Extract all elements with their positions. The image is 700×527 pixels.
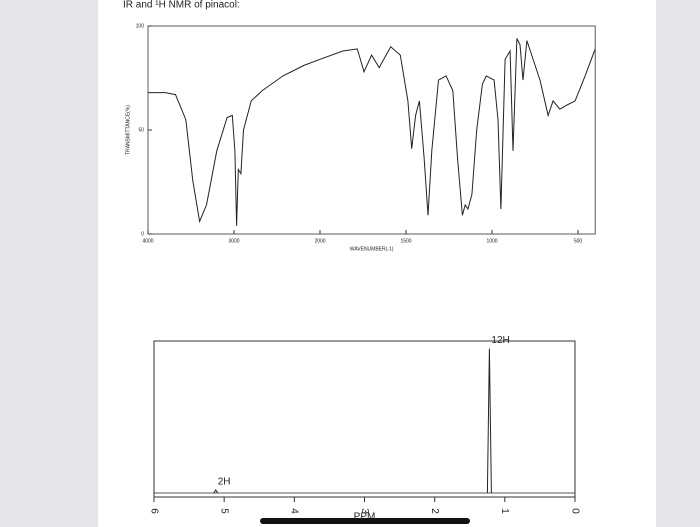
peak-label: 2H <box>218 477 231 488</box>
x-tick-label: 3000 <box>228 238 239 244</box>
scroll-indicator <box>260 518 470 524</box>
x-axis-label: WAVENUMBER(-1) <box>350 246 394 252</box>
x-tick-label: 6 <box>148 508 159 514</box>
x-tick-label: 500 <box>574 238 583 244</box>
page-title: IR and ¹H NMR of pinacol: <box>123 0 240 11</box>
x-tick-label: 1500 <box>400 238 411 244</box>
x-tick-label: 2000 <box>314 238 325 244</box>
y-axis-label: TRANSMITTANCE(%) <box>125 105 131 155</box>
x-tick-label: 4 <box>289 508 300 514</box>
peak <box>213 489 219 494</box>
y-tick-label: 0 <box>141 231 144 237</box>
peak <box>486 348 492 494</box>
x-tick-label: 2 <box>429 508 440 514</box>
x-tick-label: 3 <box>359 508 370 514</box>
x-tick-label: 0 <box>569 508 580 514</box>
page-sheet <box>98 0 656 527</box>
y-tick-label: 50 <box>138 127 144 133</box>
x-tick-label: 1 <box>499 508 510 514</box>
x-tick-label: 1000 <box>486 238 497 244</box>
spectrum-line <box>148 38 596 226</box>
x-axis-label: PPM <box>354 512 376 523</box>
peak-label: 12H <box>491 335 509 346</box>
y-tick-label: 100 <box>136 23 145 29</box>
x-tick-label: 4000 <box>142 238 153 244</box>
x-tick-label: 5 <box>219 508 230 514</box>
